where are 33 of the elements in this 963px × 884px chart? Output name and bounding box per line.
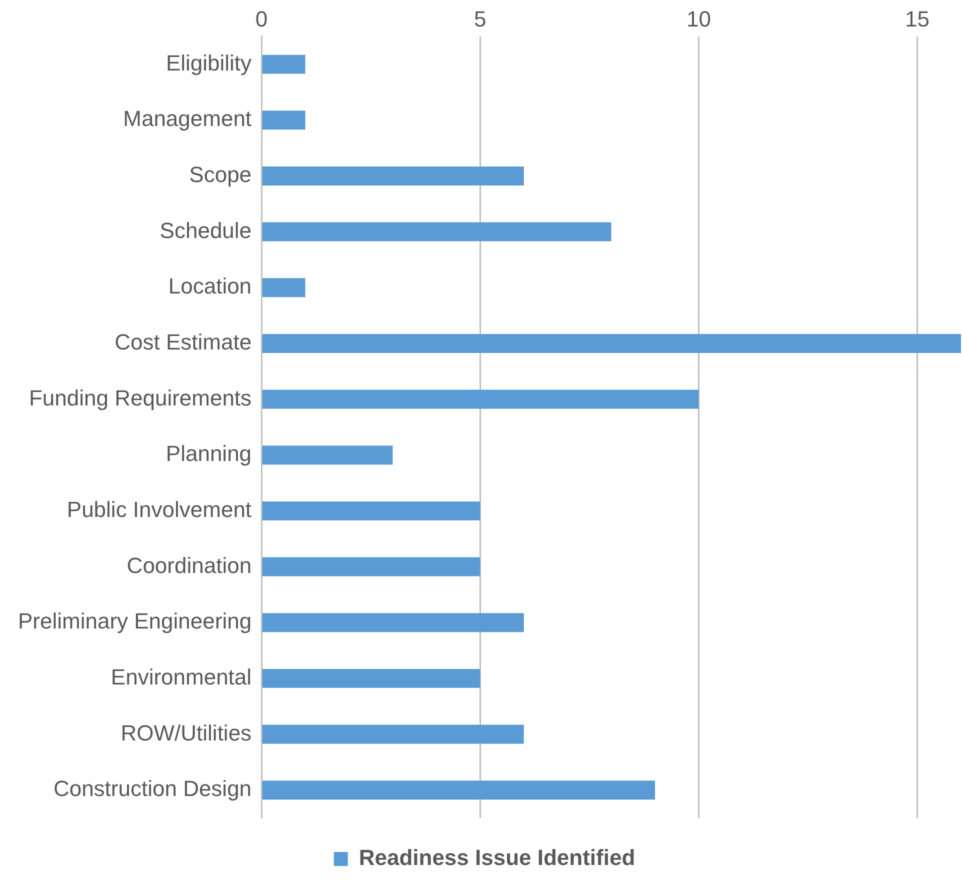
x-tick-label: 0 <box>255 6 268 32</box>
legend-label: Readiness Issue Identified <box>358 845 636 870</box>
bar <box>262 390 699 409</box>
y-tick-label: ROW/Utilities <box>120 720 252 746</box>
bar <box>262 54 306 74</box>
bar <box>262 724 524 744</box>
y-tick-label: Construction Design <box>53 776 252 802</box>
bar <box>262 780 655 800</box>
y-tick-label: Schedule <box>160 218 252 243</box>
y-tick-label: Cost Estimate <box>114 330 252 355</box>
x-tick-label: 15 <box>905 6 930 32</box>
y-tick-label: Eligibility <box>166 50 252 76</box>
bar <box>262 278 306 298</box>
bar <box>262 166 524 186</box>
y-tick-label: Scope <box>189 162 252 188</box>
y-tick-label: Management <box>123 106 252 132</box>
bar <box>262 446 393 465</box>
y-tick-label: Coordination <box>126 552 252 578</box>
bar <box>262 222 612 242</box>
y-tick-label: Funding Requirements <box>28 385 252 410</box>
y-tick-label: Planning <box>166 441 252 466</box>
y-tick-label: Location <box>168 274 252 299</box>
y-tick-label: Public Involvement <box>66 497 252 522</box>
bar <box>262 557 480 576</box>
bar <box>262 668 480 688</box>
bar <box>262 110 306 130</box>
y-tick-label: Preliminary Engineering <box>18 608 252 634</box>
y-tick-label: Environmental <box>110 664 252 690</box>
bar <box>262 613 524 632</box>
x-tick-label: 5 <box>474 6 486 32</box>
x-tick-label: 10 <box>686 6 711 32</box>
bar <box>262 501 480 520</box>
bar <box>262 334 961 353</box>
